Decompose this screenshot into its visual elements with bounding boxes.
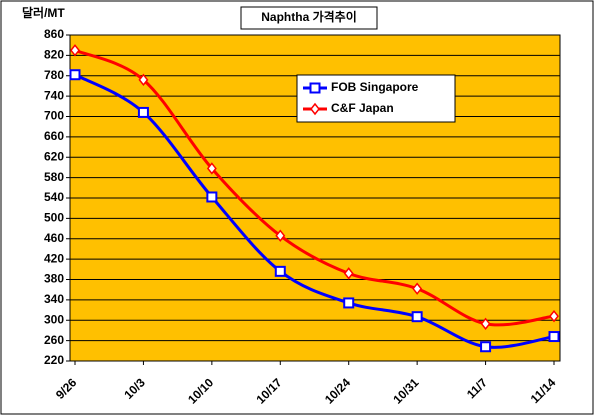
- legend-box: [296, 74, 456, 123]
- marker: [70, 44, 80, 57]
- y-tick-label: 780: [44, 68, 64, 82]
- marker: [343, 297, 355, 309]
- y-tick-label: 580: [44, 170, 64, 184]
- marker: [343, 267, 354, 280]
- y-tick-label: 220: [44, 353, 64, 367]
- y-tick-label: 380: [44, 272, 64, 286]
- legend-marker: [309, 82, 321, 94]
- y-tick-label: 420: [44, 251, 64, 265]
- title-box: [240, 6, 378, 30]
- marker: [69, 69, 81, 81]
- y-tick-label: 340: [44, 292, 64, 306]
- marker: [137, 106, 149, 118]
- series-line: [74, 48, 555, 327]
- marker: [206, 162, 217, 175]
- marker: [412, 282, 423, 295]
- chart-title: Naphtha 가격추이: [261, 9, 357, 24]
- y-tick-label: 300: [44, 312, 64, 326]
- y-tick-label: 660: [44, 129, 64, 143]
- marker: [548, 331, 560, 343]
- marker: [480, 341, 492, 353]
- legend-label: FOB Singapore: [331, 80, 419, 94]
- y-tick-label: 740: [44, 88, 64, 102]
- y-tick-label: 820: [44, 48, 64, 62]
- marker: [274, 265, 286, 277]
- y-tick-label: 460: [44, 231, 64, 245]
- marker: [411, 311, 423, 323]
- marker: [275, 229, 286, 242]
- marker: [549, 309, 559, 323]
- y-tick-label: 540: [44, 190, 64, 204]
- marker: [138, 73, 149, 87]
- y-tick-label: 860: [44, 27, 64, 41]
- y-tick-label: 500: [44, 211, 64, 225]
- marker: [480, 317, 491, 331]
- y-axis-label: 달러/MT: [22, 5, 65, 20]
- y-tick-label: 260: [44, 333, 64, 347]
- series-line: [74, 73, 555, 349]
- y-tick-label: 700: [44, 109, 64, 123]
- y-tick-label: 620: [44, 149, 64, 163]
- legend-label: C&F Japan: [331, 101, 394, 115]
- marker: [206, 191, 218, 203]
- legend-marker: [310, 102, 320, 116]
